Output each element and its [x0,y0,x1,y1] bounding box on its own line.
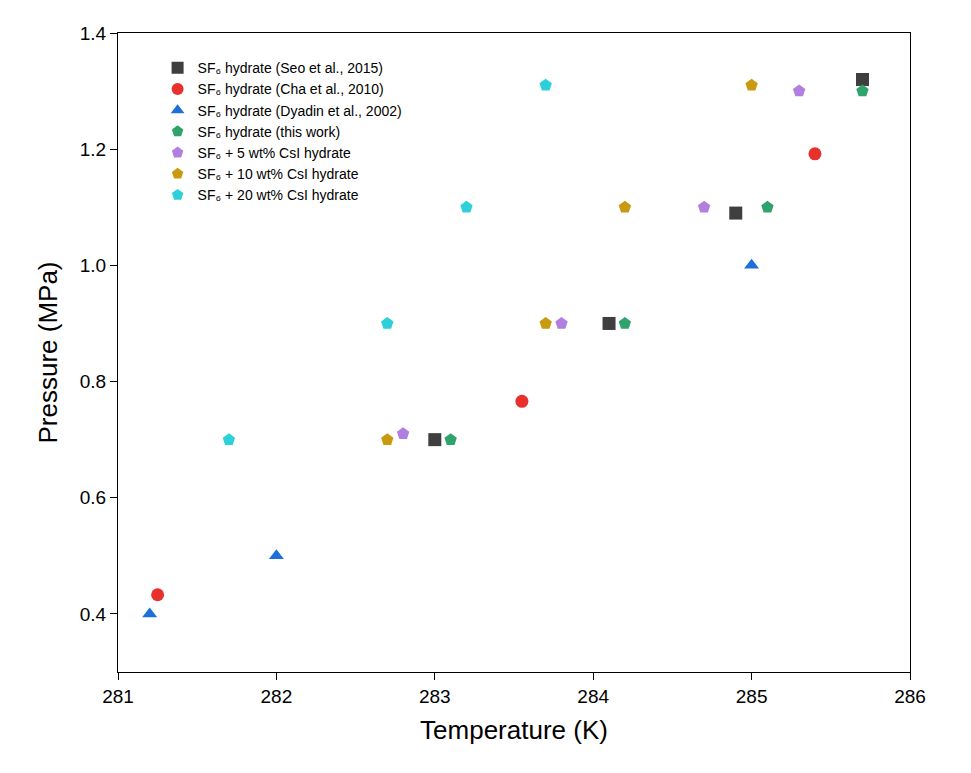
svg-text:281: 281 [102,686,134,707]
svg-text:SF₆ + 5 wt% CsI hydrate: SF₆ + 5 wt% CsI hydrate [198,145,351,161]
svg-text:0.8: 0.8 [80,371,106,392]
svg-text:SF₆ hydrate (this work): SF₆ hydrate (this work) [198,124,341,140]
svg-text:1.4: 1.4 [80,23,107,44]
svg-text:SF₆ hydrate (Dyadin et al., 20: SF₆ hydrate (Dyadin et al., 2002) [198,103,402,119]
svg-text:Pressure (MPa): Pressure (MPa) [33,261,63,443]
svg-text:1.2: 1.2 [80,139,106,160]
svg-text:0.4: 0.4 [80,604,107,625]
svg-text:Temperature (K): Temperature (K) [420,715,608,745]
svg-text:284: 284 [577,686,609,707]
svg-text:283: 283 [419,686,451,707]
svg-text:0.6: 0.6 [80,487,106,508]
svg-text:285: 285 [736,686,768,707]
svg-text:SF₆ hydrate (Seo et al., 2015): SF₆ hydrate (Seo et al., 2015) [198,60,383,76]
svg-text:1.0: 1.0 [80,255,106,276]
svg-text:282: 282 [261,686,293,707]
svg-text:SF₆ hydrate (Cha et al., 2010): SF₆ hydrate (Cha et al., 2010) [198,81,384,97]
svg-text:SF₆ + 20 wt% CsI hydrate: SF₆ + 20 wt% CsI hydrate [198,187,359,203]
svg-text:SF₆ + 10 wt% CsI hydrate: SF₆ + 10 wt% CsI hydrate [198,166,359,182]
svg-text:286: 286 [894,686,926,707]
